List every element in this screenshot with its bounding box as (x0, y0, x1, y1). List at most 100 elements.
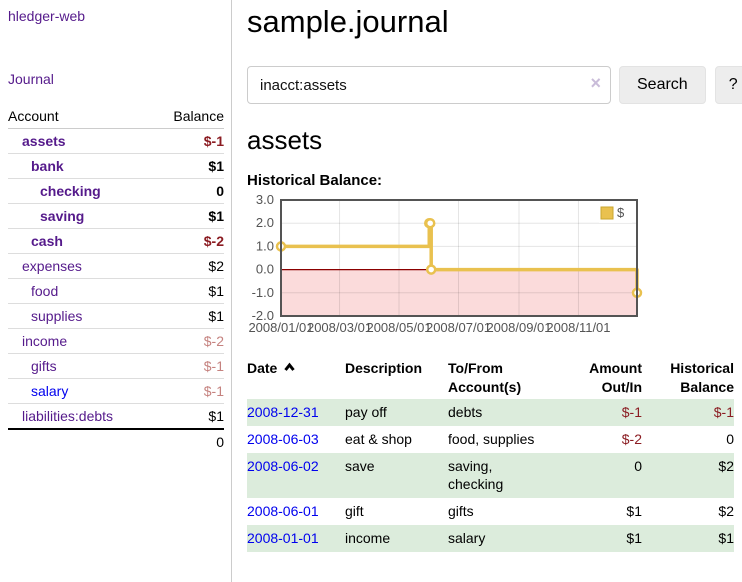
search-input[interactable] (247, 66, 611, 104)
register-balance: $1 (718, 530, 734, 547)
x-tick-label: 2008/07/01 (426, 320, 491, 335)
register-date-cell: 2008-06-01 (247, 498, 345, 525)
register-accounts: saving, checking (448, 457, 504, 493)
y-tick-label: 2.0 (256, 215, 274, 230)
sidebar-account-link[interactable]: income (22, 333, 68, 349)
account-balance: $-1 (153, 128, 224, 154)
account-row: cash $-2 (8, 228, 224, 254)
sidebar-account-link[interactable]: liabilities:debts (22, 408, 114, 424)
help-button[interactable]: ? (714, 66, 742, 104)
accounts-table: Account Balance assets $-1 bank $1 checking 0… (8, 104, 224, 454)
register-row: 2008-06-02 save saving, checking 0 $2 (247, 452, 734, 499)
sidebar-account-link[interactable]: bank (31, 158, 64, 174)
app-title-link[interactable]: hledger-web (8, 8, 86, 24)
register-row: 2008-06-01 gift gifts $1 $2 (247, 498, 734, 525)
x-tick-label: 2008/05/01 (366, 320, 431, 335)
y-tick-label: -2.0 (252, 308, 274, 323)
register-date-link[interactable]: 2008-06-02 (247, 457, 319, 474)
account-balance: $1 (153, 153, 224, 179)
account-balance: $-1 (153, 353, 224, 379)
account-row: saving $1 (8, 203, 224, 229)
register-accounts: debts (448, 403, 483, 420)
search-box: × (247, 66, 611, 104)
account-balance: 0 (153, 178, 224, 204)
register-description: save (345, 457, 375, 474)
register-description: gift (345, 503, 364, 520)
account-balance: $1 (153, 303, 224, 329)
y-tick-label: 1.0 (256, 238, 274, 253)
balance-chart-svg: $3.0 2.0 1.0 0.0 -1.0 -2.02008/01/012008/03/0… (248, 192, 643, 335)
account-row: food $1 (8, 278, 224, 304)
register-row: 2008-06-03 eat & shop food, supplies $-2 0 (247, 426, 734, 453)
register-date-link[interactable]: 2008-06-03 (247, 430, 319, 447)
legend-label: $ (617, 205, 625, 220)
account-row: supplies $1 (8, 303, 224, 329)
account-row: expenses $2 (8, 253, 224, 279)
sidebar-account-link[interactable]: food (31, 283, 59, 299)
sidebar-account-link[interactable]: assets (22, 133, 66, 149)
account-balance: $1 (153, 403, 224, 430)
search-form: × Search ? (247, 66, 742, 104)
register-date-cell: 2008-12-31 (247, 399, 345, 426)
sidebar-account-link[interactable]: checking (40, 183, 101, 199)
accounts-total-row: 0 (8, 428, 224, 454)
account-row: income $-2 (8, 328, 224, 354)
x-tick-label: 2008/03/01 (307, 320, 372, 335)
register-date-link[interactable]: 2008-12-31 (247, 403, 319, 420)
journal-link[interactable]: Journal (8, 71, 54, 87)
register-table: Date Description To/From Account(s) Amount … (247, 357, 734, 553)
account-heading: assets (247, 125, 323, 155)
register-description: pay off (345, 403, 387, 420)
accounts-header-balance: Balance (153, 104, 224, 129)
search-button[interactable]: Search (619, 66, 706, 104)
y-tick-label: -1.0 (252, 285, 274, 300)
account-balance: $2 (153, 253, 224, 279)
clear-search-icon[interactable]: × (590, 73, 601, 93)
account-row: gifts $-1 (8, 353, 224, 379)
sidebar-account-link[interactable]: cash (31, 233, 63, 249)
account-row: checking 0 (8, 178, 224, 204)
register-accounts: food, supplies (448, 430, 535, 447)
account-balance: $-2 (153, 328, 224, 354)
register-header-bal: Historical Balance (670, 360, 734, 395)
register-date-link[interactable]: 2008-06-01 (247, 503, 319, 520)
account-row: salary $-1 (8, 378, 224, 404)
register-row: 2008-01-01 income salary $1 $1 (247, 525, 734, 553)
main-content: sample.journal × Search ? assets Histori… (232, 0, 742, 582)
register-amount: 0 (634, 457, 642, 474)
register-header-acct: To/From Account(s) (448, 360, 522, 395)
sidebar-account-link[interactable]: gifts (31, 358, 57, 374)
account-balance: $1 (153, 278, 224, 304)
legend-swatch (600, 206, 614, 220)
account-row: liabilities:debts $1 (8, 403, 224, 430)
register-balance: $2 (718, 457, 734, 474)
balance-chart: $3.0 2.0 1.0 0.0 -1.0 -2.0 2008/01/01 2008/03/0… (247, 192, 742, 343)
y-tick-label: 0.0 (256, 262, 274, 277)
account-balance: $-1 (153, 378, 224, 404)
account-row: bank $1 (8, 153, 224, 179)
sidebar-account-link[interactable]: saving (40, 208, 85, 224)
sidebar-account-link[interactable]: salary (31, 383, 69, 399)
x-tick-label: 2008/11/01 (546, 320, 610, 335)
x-tick-label: 2008/01/01 (248, 320, 313, 335)
register-amount: $-1 (621, 403, 642, 420)
register-accounts: gifts (448, 503, 474, 520)
accounts-header-account: Account (8, 104, 154, 129)
account-balance: $-2 (153, 228, 224, 254)
register-header-date[interactable]: Date (247, 357, 345, 399)
register-description: income (345, 530, 391, 547)
sidebar-account-link[interactable]: supplies (31, 308, 83, 324)
register-date-link[interactable]: 2008-01-01 (247, 530, 319, 547)
page-title: sample.journal (247, 4, 449, 39)
y-tick-label: 3.0 (256, 194, 274, 207)
sidebar-account-link[interactable]: expenses (22, 258, 82, 274)
register-amount: $1 (626, 503, 642, 520)
x-tick-label: 2008/09/01 (486, 320, 551, 335)
register-date-cell: 2008-06-03 (247, 426, 345, 453)
register-description: eat & shop (345, 430, 412, 447)
register-balance: 0 (726, 430, 734, 447)
register-amount: $-2 (621, 430, 642, 447)
register-row: 2008-12-31 pay off debts $-1 $-1 (247, 398, 734, 426)
register-header-amt: Amount Out/In (589, 360, 642, 395)
